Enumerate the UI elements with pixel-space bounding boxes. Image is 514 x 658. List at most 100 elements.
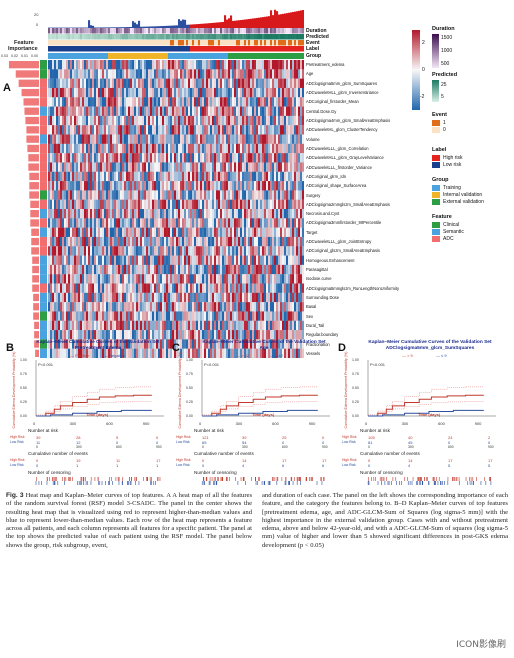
- heatmap-cell: [266, 115, 269, 126]
- heatmap-cell: [86, 218, 89, 228]
- heatmap-cell: [84, 190, 87, 200]
- event-cell: [140, 40, 143, 46]
- heatmap-cell: [52, 78, 55, 89]
- heatmap-cell: [54, 97, 57, 107]
- heatmap-cell: [258, 320, 261, 331]
- heatmap-cell: [250, 181, 253, 191]
- predicted-bar: [266, 16, 269, 28]
- heatmap-cell: [176, 115, 179, 126]
- heatmap-cell: [284, 246, 287, 256]
- duration-cell: [170, 28, 173, 34]
- heatmap-cell: [280, 199, 283, 210]
- heatmap-cell: [164, 283, 167, 293]
- duration-cell: [278, 28, 281, 34]
- predicted-bar: [262, 17, 265, 28]
- heatmap-cell: [76, 134, 79, 144]
- heatmap-cell: [146, 255, 149, 266]
- label-cell: [112, 46, 115, 52]
- heatmap-cell: [218, 199, 221, 210]
- heatmap-cell: [170, 274, 173, 284]
- heatmap-cell: [182, 143, 185, 154]
- heatmap-cell: [130, 227, 133, 238]
- heatmap-cell: [170, 348, 173, 358]
- heatmap-cell: [162, 181, 165, 191]
- group-cell: [220, 53, 223, 59]
- importance-bar: [34, 340, 39, 348]
- heatmap-cell: [56, 190, 59, 200]
- predicted-cell: [198, 34, 201, 40]
- predicted-cell: [90, 34, 93, 40]
- heatmap-cell: [120, 87, 123, 98]
- heatmap-cell: [230, 209, 233, 219]
- heatmap-cell: [64, 171, 67, 182]
- heatmap-cell: [140, 153, 143, 163]
- heatmap-cell: [290, 171, 293, 182]
- predicted-cell: [216, 34, 219, 40]
- heatmap-cell: [296, 330, 299, 340]
- group-cell: [164, 53, 167, 59]
- predicted-cell: [276, 34, 279, 40]
- heatmap-cell: [94, 283, 97, 293]
- heatmap-cell: [112, 153, 115, 163]
- heatmap-cell: [72, 115, 75, 126]
- heatmap-cell: [164, 227, 167, 238]
- heatmap-cell: [78, 311, 81, 321]
- predicted-bar: [182, 19, 185, 28]
- heatmap-cell: [152, 311, 155, 321]
- predicted-cell: [174, 34, 177, 40]
- heatmap-cell: [218, 302, 221, 312]
- heatmap-cell: [64, 190, 67, 200]
- heatmap-cell: [192, 209, 195, 219]
- heatmap-cell: [122, 134, 125, 144]
- duration-cell: [92, 28, 95, 34]
- predicted-cell: [106, 34, 109, 40]
- heatmap-cell: [222, 236, 225, 247]
- heatmap-cell: [168, 264, 171, 275]
- heatmap-cell: [154, 153, 157, 163]
- heatmap-cell: [70, 153, 73, 163]
- predicted-cell: [280, 34, 283, 40]
- heatmap-cell: [110, 171, 113, 182]
- heatmap-cell: [232, 348, 235, 358]
- heatmap-cell: [110, 236, 113, 247]
- duration-cell: [212, 28, 215, 34]
- heatmap-cell: [156, 97, 159, 107]
- heatmap-cell: [180, 264, 183, 275]
- heatmap-cell: [210, 348, 213, 358]
- heatmap-cell: [274, 181, 277, 191]
- heatmap-cell: [280, 264, 283, 275]
- heatmap-cell: [274, 227, 277, 238]
- group-cell: [118, 53, 121, 59]
- heatmap-cell: [258, 199, 261, 210]
- heatmap-cell: [180, 87, 183, 98]
- heatmap-cell: [126, 255, 129, 266]
- heatmap-cell: [108, 60, 111, 70]
- heatmap-cell: [232, 153, 235, 163]
- heatmap-cell: [152, 320, 155, 331]
- heatmap-cell: [64, 236, 67, 247]
- heatmap-cell: [212, 60, 215, 70]
- heatmap-cell: [58, 330, 61, 340]
- heatmap-cell: [90, 125, 93, 135]
- heatmap-cell: [270, 320, 273, 331]
- heatmap-cell: [242, 115, 245, 126]
- predicted-cell: [74, 34, 77, 40]
- heatmap-cell: [250, 209, 253, 219]
- label-cell: [254, 46, 257, 52]
- heatmap-cell: [134, 236, 137, 247]
- heatmap-cell: [58, 302, 61, 312]
- heatmap-cell: [160, 143, 163, 154]
- heatmap-cell: [302, 264, 304, 275]
- heatmap-cell: [172, 115, 175, 126]
- heatmap-cell: [114, 209, 117, 219]
- heatmap-cell: [216, 199, 219, 210]
- heatmap-cell: [236, 320, 239, 331]
- heatmap-cell: [142, 125, 145, 135]
- heatmap-cell: [74, 348, 77, 358]
- heatmap-cell: [140, 302, 143, 312]
- heatmap-cell: [168, 246, 171, 256]
- heatmap-cell: [276, 190, 279, 200]
- heatmap-cell: [118, 115, 121, 126]
- heatmap-cell: [144, 115, 147, 126]
- heatmap-cell: [134, 97, 137, 107]
